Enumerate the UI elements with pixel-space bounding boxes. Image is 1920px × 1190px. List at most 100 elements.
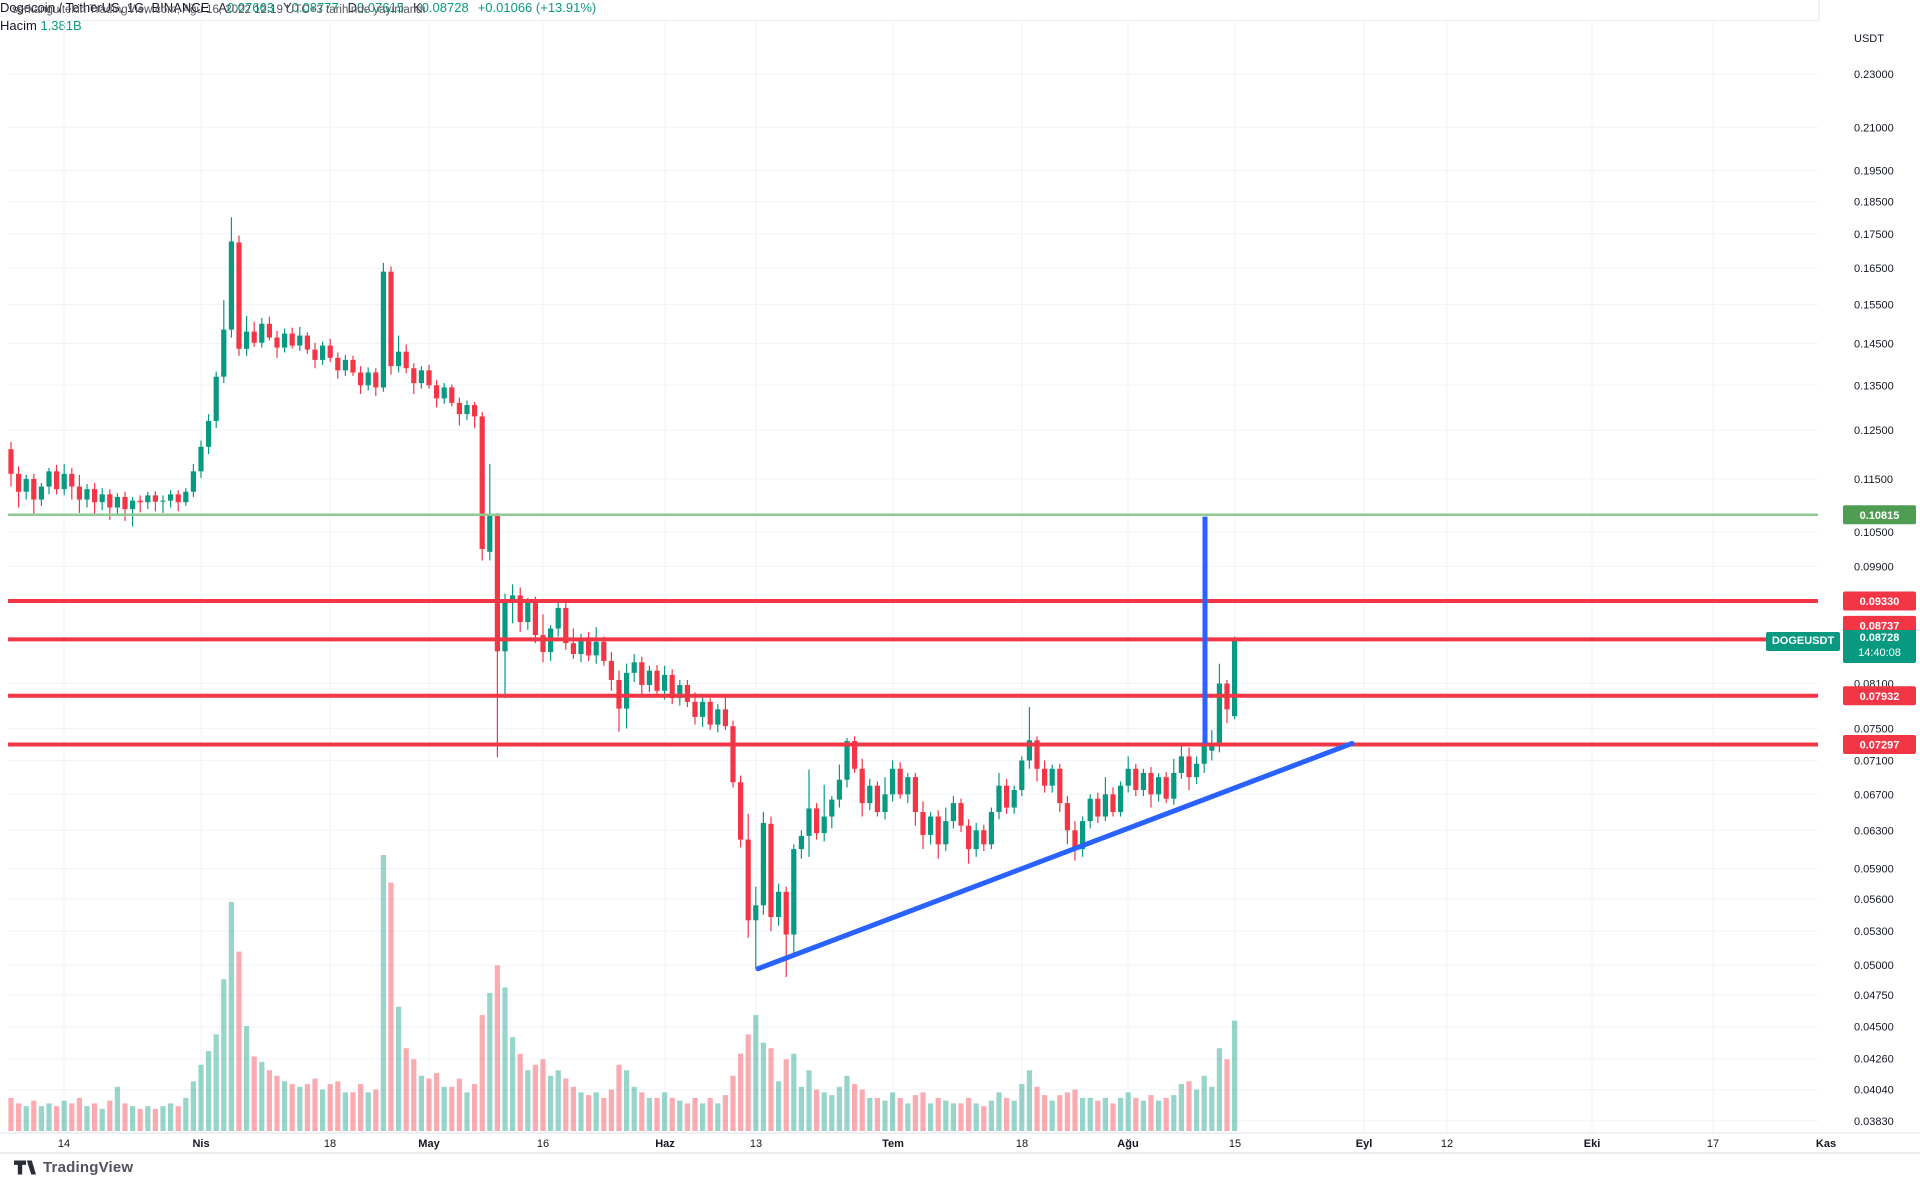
volume-bar xyxy=(1209,1086,1215,1131)
candlestick xyxy=(107,494,113,508)
candlestick xyxy=(312,349,318,360)
time-axis-label: Ağu xyxy=(1117,1138,1138,1150)
candlestick xyxy=(54,471,60,490)
volume-bar xyxy=(616,1064,622,1131)
candlestick xyxy=(950,803,956,822)
candlestick xyxy=(1163,777,1169,799)
volume-bar xyxy=(350,1092,356,1131)
price-tick-label: 0.16500 xyxy=(1854,263,1894,275)
attribution-text: serkangultekin TradingView.com, Ağu 16, … xyxy=(12,4,426,16)
candlestick xyxy=(327,345,333,358)
volume-bar xyxy=(844,1075,850,1131)
time-axis-label: 16 xyxy=(537,1138,549,1150)
volume-bar xyxy=(130,1106,136,1131)
volume-bar xyxy=(973,1103,979,1131)
symbol-title[interactable]: Dogecoin / TetherUS, 1G, BINANCE xyxy=(0,0,210,15)
candlestick xyxy=(274,337,280,348)
candlestick xyxy=(570,643,576,655)
candlestick xyxy=(836,779,842,800)
candlestick xyxy=(867,785,873,804)
candlestick xyxy=(183,491,189,503)
candlestick xyxy=(1178,756,1184,773)
volume-bar xyxy=(996,1092,1002,1131)
candlestick xyxy=(472,405,478,417)
candlestick xyxy=(662,674,668,691)
volume-bar xyxy=(1201,1075,1207,1131)
legend: Dogecoin / TetherUS, 1G, BINANCE A0.07663… xyxy=(0,0,1920,34)
candlestick xyxy=(380,271,386,388)
price-tick-label: 0.05300 xyxy=(1854,926,1894,938)
candlestick xyxy=(768,823,774,918)
candlestick xyxy=(31,478,37,500)
candlestick xyxy=(563,607,569,644)
candlestick xyxy=(1049,768,1055,786)
ascending-trendline-drawing[interactable] xyxy=(755,740,1355,972)
volume-bar xyxy=(950,1103,956,1131)
candlestick xyxy=(137,500,143,503)
time-axis-label: Kas xyxy=(1816,1138,1836,1150)
volume-bar xyxy=(1004,1097,1010,1131)
volume-bar xyxy=(707,1097,713,1131)
volume-bar xyxy=(502,987,508,1131)
volume-bar xyxy=(563,1078,569,1131)
candlestick xyxy=(966,825,972,850)
volume-value: 1.381B xyxy=(40,18,82,33)
volume-bar xyxy=(798,1086,804,1131)
footer-brand[interactable]: TradingView xyxy=(14,1159,133,1176)
candlestick xyxy=(700,701,706,717)
volume-bar xyxy=(639,1092,645,1131)
candlestick xyxy=(145,495,151,503)
level-price-badge-label: 0.10815 xyxy=(1860,510,1900,522)
volume-bar xyxy=(1072,1089,1078,1131)
candlestick xyxy=(1034,740,1040,769)
time-axis-panel[interactable] xyxy=(0,1133,1920,1153)
candlestick xyxy=(1087,798,1093,822)
volume-bar xyxy=(297,1086,303,1131)
volume-bar xyxy=(684,1103,690,1131)
volume-bar xyxy=(312,1078,318,1131)
candlestick xyxy=(639,662,645,685)
current-price-value: 0.08728 xyxy=(1859,632,1900,644)
volume-bar xyxy=(137,1108,143,1131)
volume-bar xyxy=(1194,1089,1200,1131)
candlestick xyxy=(1125,768,1131,786)
price-tick-label: 0.04500 xyxy=(1854,1022,1894,1034)
volume-bar xyxy=(1224,1059,1230,1131)
volume-bar xyxy=(631,1086,637,1131)
price-tick-label: 0.05600 xyxy=(1854,894,1894,906)
volume-bar xyxy=(92,1103,98,1131)
volume-bar xyxy=(525,1070,531,1131)
volume-bar xyxy=(578,1092,584,1131)
candlestick xyxy=(1026,740,1032,761)
price-axis-panel[interactable] xyxy=(1819,20,1920,1133)
level-price-badge-label: 0.09330 xyxy=(1860,596,1900,608)
price-tick-label: 0.13500 xyxy=(1854,380,1894,392)
price-tick-label: 0.03830 xyxy=(1854,1116,1894,1128)
candlestick xyxy=(844,741,850,780)
volume-bar xyxy=(426,1078,432,1131)
candlestick xyxy=(601,641,607,661)
price-tick-label: 0.09900 xyxy=(1854,561,1894,573)
candlestick xyxy=(852,741,858,769)
candlestick xyxy=(38,486,44,500)
candlestick xyxy=(388,271,394,367)
candlestick xyxy=(510,595,516,600)
volume-bar xyxy=(122,1103,128,1131)
attribution-bar: serkangultekin TradingView.com, Ağu 16, … xyxy=(0,0,1920,21)
price-tick-label: 0.06700 xyxy=(1854,789,1894,801)
volume-bar xyxy=(327,1084,333,1131)
price-tick-label: 0.14500 xyxy=(1854,339,1894,351)
price-tick-label: 0.07100 xyxy=(1854,755,1894,767)
volume-bar xyxy=(814,1089,820,1131)
candlestick xyxy=(396,351,402,367)
volume-bar xyxy=(373,1089,379,1131)
candlestick xyxy=(996,785,1002,813)
ohlc-low-letter: D xyxy=(347,0,358,15)
candlestick xyxy=(707,701,713,725)
candlestick xyxy=(722,709,728,727)
volume-bar xyxy=(1178,1084,1184,1131)
level-price-badge-label: 0.07297 xyxy=(1860,740,1900,752)
volume-bar xyxy=(1232,1020,1238,1131)
